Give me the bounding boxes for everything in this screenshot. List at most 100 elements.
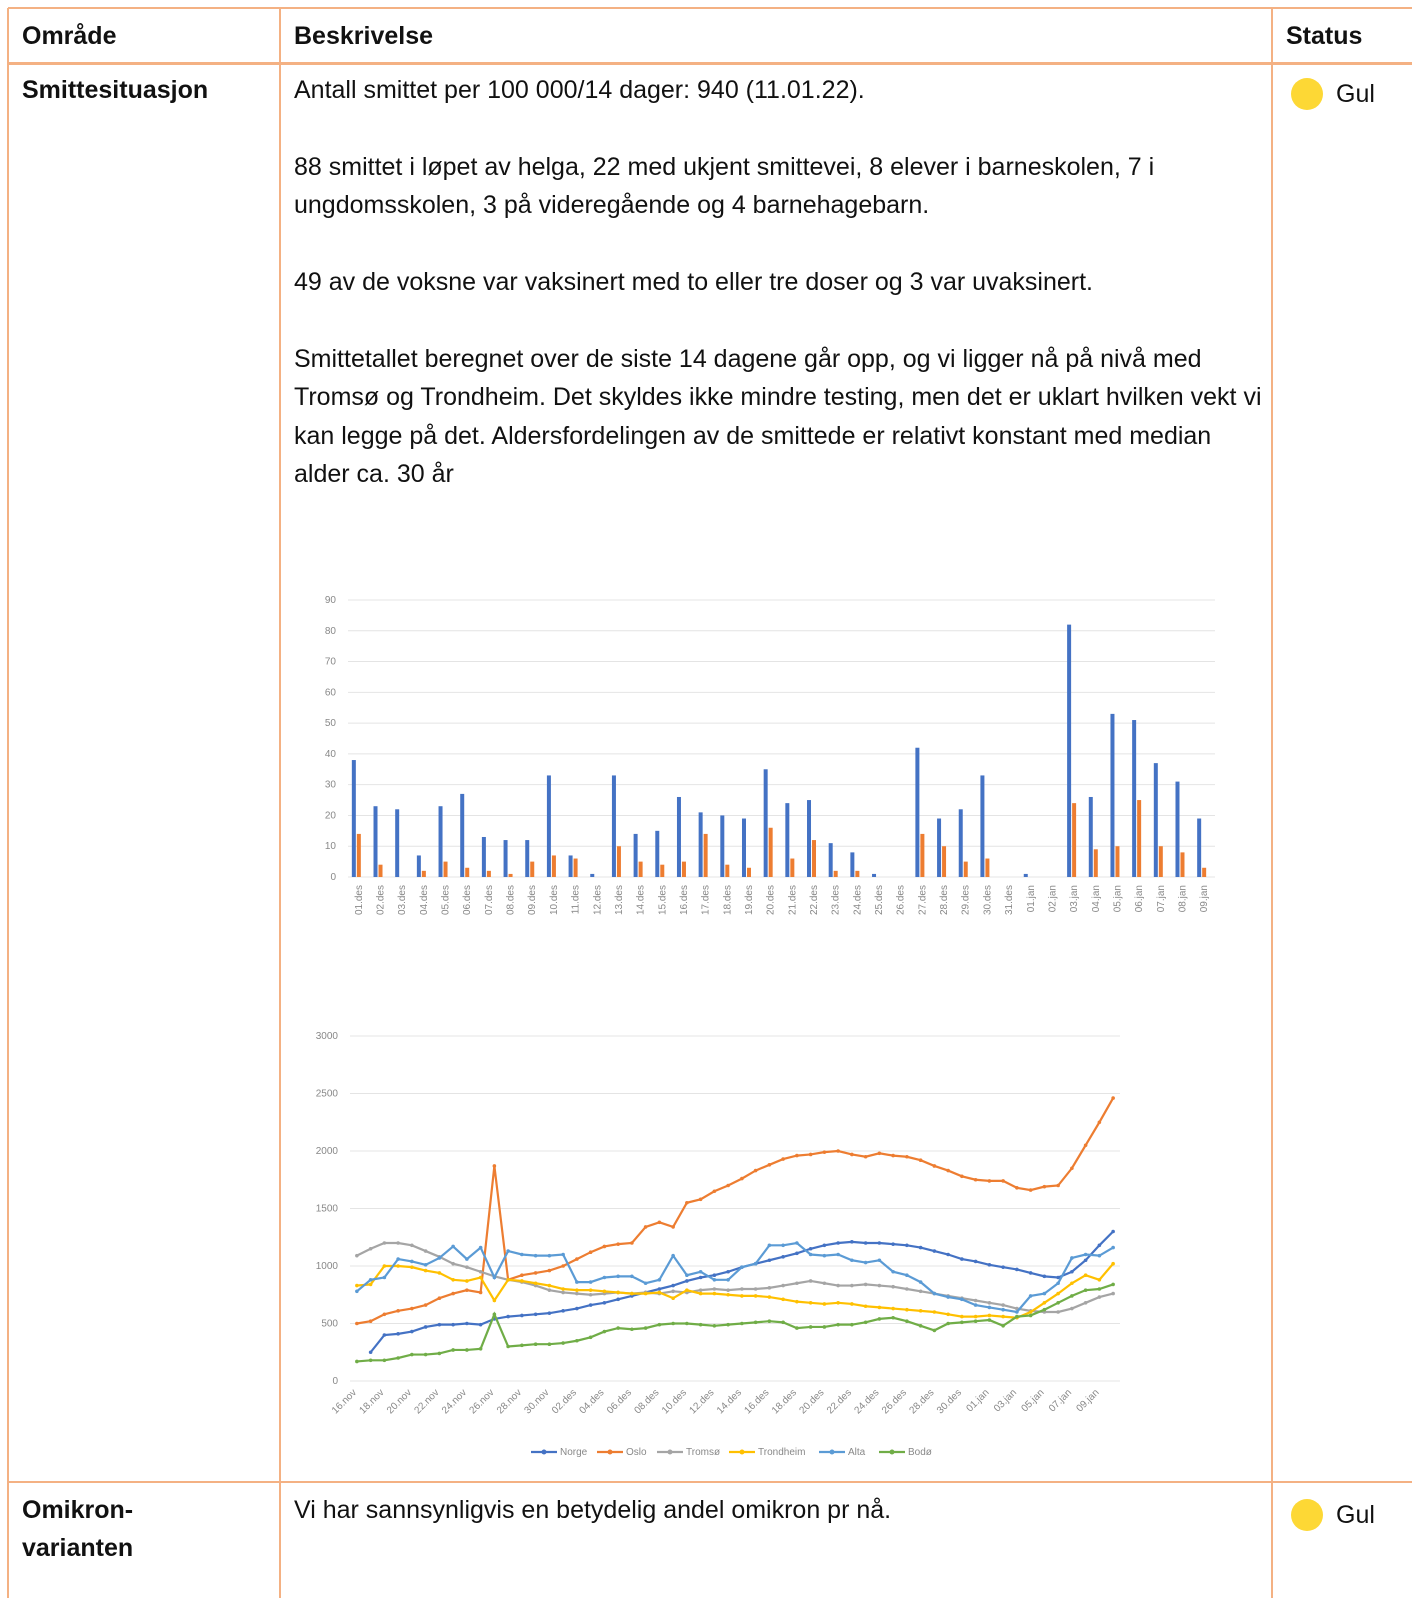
x-tick-label: 30.nov xyxy=(522,1387,551,1416)
point xyxy=(588,1280,593,1284)
x-tick-label: 07.jan xyxy=(1156,885,1167,912)
point xyxy=(437,1256,442,1260)
area: Omikron-varianten xyxy=(22,1496,134,1563)
bar xyxy=(1153,763,1158,877)
point xyxy=(506,1314,510,1319)
point xyxy=(451,1348,455,1352)
bar xyxy=(1175,781,1180,877)
x-tick-label: 07.jan xyxy=(1047,1387,1074,1414)
point xyxy=(630,1274,634,1279)
point xyxy=(726,1269,730,1274)
paragraph: Antall smittet per 100 000/14 dager: 940… xyxy=(294,76,865,104)
point xyxy=(616,1242,620,1246)
y-tick-label: 90 xyxy=(325,595,337,606)
legend-label: Tromsø xyxy=(686,1447,720,1458)
x-tick-label: 03.jan xyxy=(1069,885,1080,912)
point xyxy=(355,1359,359,1364)
bar xyxy=(985,858,990,877)
bar xyxy=(703,833,708,877)
bar xyxy=(486,870,491,877)
point xyxy=(877,1258,882,1263)
bar xyxy=(915,747,920,877)
line-chart: 0 500 1000 1500 2000 2500 3000 16.nov18.nov20.n… xyxy=(316,1031,1120,1458)
point xyxy=(1056,1310,1060,1314)
point xyxy=(396,1309,400,1313)
point xyxy=(877,1283,882,1288)
point xyxy=(905,1307,909,1312)
point xyxy=(671,1253,675,1258)
bar xyxy=(1110,713,1115,877)
bar xyxy=(546,775,551,877)
bar xyxy=(633,833,638,877)
point xyxy=(602,1289,607,1294)
point xyxy=(767,1258,772,1263)
bar xyxy=(395,809,400,877)
point xyxy=(451,1261,455,1266)
bar xyxy=(438,806,443,877)
point xyxy=(918,1309,923,1313)
point xyxy=(932,1249,937,1253)
bar xyxy=(660,864,665,877)
point xyxy=(973,1303,978,1307)
point xyxy=(781,1320,785,1325)
legend-label: Oslo xyxy=(626,1447,647,1458)
bar xyxy=(503,840,508,877)
point xyxy=(671,1289,675,1294)
point xyxy=(698,1197,703,1202)
point xyxy=(946,1321,950,1326)
point xyxy=(753,1261,758,1266)
point xyxy=(1097,1243,1102,1248)
point xyxy=(1001,1324,1005,1328)
point xyxy=(1001,1179,1005,1183)
point xyxy=(685,1288,689,1292)
point xyxy=(547,1253,552,1258)
point xyxy=(795,1241,799,1245)
point xyxy=(987,1301,992,1305)
point xyxy=(740,1287,744,1291)
x-tick-label: 06.des xyxy=(605,1387,634,1416)
point xyxy=(698,1322,703,1327)
point xyxy=(905,1319,909,1323)
point xyxy=(712,1287,717,1291)
x-tick-label: 25.des xyxy=(874,885,885,915)
point xyxy=(698,1275,703,1280)
point xyxy=(671,1283,675,1288)
point xyxy=(451,1244,455,1249)
bar xyxy=(833,870,838,877)
point xyxy=(1042,1184,1047,1189)
point xyxy=(712,1324,717,1328)
y-tick-label: 1500 xyxy=(316,1204,339,1215)
bar xyxy=(416,855,421,877)
point xyxy=(575,1288,579,1292)
point xyxy=(382,1264,387,1268)
bar xyxy=(508,873,513,877)
point xyxy=(877,1241,882,1245)
bar xyxy=(443,861,448,877)
point xyxy=(588,1288,593,1292)
point xyxy=(368,1246,373,1251)
point xyxy=(1083,1258,1088,1263)
point xyxy=(396,1257,400,1261)
point xyxy=(437,1351,442,1356)
point xyxy=(726,1183,730,1188)
point xyxy=(355,1321,359,1326)
x-tick-label: 28.nov xyxy=(495,1387,524,1416)
point xyxy=(1097,1287,1102,1291)
point xyxy=(561,1309,565,1313)
bar xyxy=(1072,803,1077,877)
border xyxy=(8,1481,1412,1483)
point xyxy=(1015,1186,1019,1190)
point xyxy=(1042,1301,1047,1305)
paragraph: Smittetallet beregnet over de siste 14 d… xyxy=(294,344,1262,489)
x-tick-label: 08.jan xyxy=(1177,885,1188,912)
point xyxy=(1001,1307,1005,1312)
point xyxy=(1111,1229,1115,1234)
point xyxy=(795,1326,799,1330)
point xyxy=(465,1288,469,1292)
border xyxy=(1271,8,1273,1598)
point xyxy=(808,1252,813,1257)
point xyxy=(657,1278,662,1282)
point xyxy=(822,1243,827,1248)
point xyxy=(547,1342,552,1346)
point xyxy=(616,1274,620,1279)
